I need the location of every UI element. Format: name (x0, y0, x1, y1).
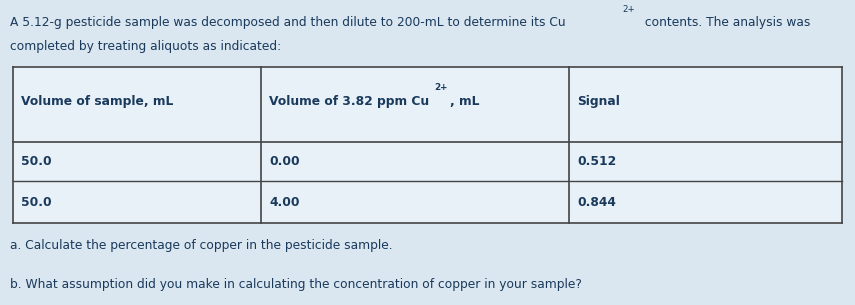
Text: 0.844: 0.844 (577, 196, 616, 209)
Text: Volume of 3.82 ppm Cu: Volume of 3.82 ppm Cu (269, 95, 429, 108)
Text: completed by treating aliquots as indicated:: completed by treating aliquots as indica… (10, 40, 281, 53)
Text: 50.0: 50.0 (21, 155, 52, 168)
Text: 0.512: 0.512 (577, 155, 616, 168)
Text: 2+: 2+ (622, 5, 635, 14)
Text: b. What assumption did you make in calculating the concentration of copper in yo: b. What assumption did you make in calcu… (10, 278, 582, 291)
Text: a. Calculate the percentage of copper in the pesticide sample.: a. Calculate the percentage of copper in… (10, 239, 393, 252)
Text: 2+: 2+ (434, 83, 448, 92)
Text: Signal: Signal (577, 95, 620, 108)
Text: 4.00: 4.00 (269, 196, 300, 209)
Text: Volume of sample, mL: Volume of sample, mL (21, 95, 174, 108)
Text: contents. The analysis was: contents. The analysis was (641, 16, 811, 29)
Text: , mL: , mL (450, 95, 480, 108)
Text: A 5.12-g pesticide sample was decomposed and then dilute to 200-mL to determine : A 5.12-g pesticide sample was decomposed… (10, 16, 566, 29)
Text: 50.0: 50.0 (21, 196, 52, 209)
Text: 0.00: 0.00 (269, 155, 300, 168)
